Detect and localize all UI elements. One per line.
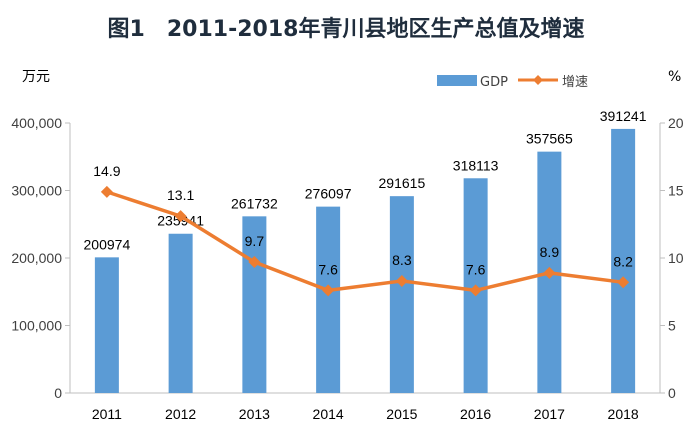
gdp-bar-labels: 2009742359412617322760972916153181133575… (84, 108, 647, 252)
growth-line-layer (100, 185, 630, 297)
y-right-tick-label: 15 (668, 183, 684, 199)
gdp-bar-label: 200974 (84, 236, 131, 252)
gdp-bar (242, 216, 267, 393)
x-tick-label: 2016 (460, 406, 491, 422)
x-tick-label: 2017 (534, 406, 565, 422)
growth-point-label: 7.6 (466, 261, 486, 277)
x-tick-label: 2011 (92, 406, 122, 422)
y-right-tick-label: 10 (668, 250, 684, 266)
gdp-bar-label: 276097 (305, 186, 352, 202)
growth-point (174, 210, 187, 223)
gdp-bar-label: 357565 (526, 131, 573, 147)
growth-point (322, 284, 335, 297)
gdp-bar (316, 206, 341, 393)
growth-point-label: 7.6 (318, 261, 338, 277)
gdp-bar-label: 261732 (231, 195, 278, 211)
growth-point (543, 266, 556, 279)
gdp-bar (611, 128, 636, 393)
gdp-bars (94, 128, 636, 393)
y-right-unit: % (668, 69, 681, 85)
y-left-tick-label: 100,000 (11, 318, 62, 334)
x-tick-label: 2013 (239, 406, 270, 422)
growth-point (469, 284, 482, 297)
growth-line (106, 190, 624, 293)
growth-point-label: 13.1 (167, 187, 194, 203)
chart-title: 图1 2011-2018年青川县地区生产总值及增速 (108, 16, 585, 42)
gdp-bar (389, 196, 414, 393)
growth-point (100, 185, 113, 198)
legend: GDP 增速 (437, 75, 588, 90)
x-tick-label: 2015 (386, 406, 417, 422)
growth-point (617, 276, 630, 289)
y-left-tick-label: 200,000 (11, 250, 62, 266)
legend-swatch-gdp (437, 75, 477, 86)
growth-point-label: 9.7 (245, 233, 265, 249)
legend-swatch-growth-marker (533, 75, 543, 85)
growth-line-labels: 14.9 13.1 9.7 7.6 8.3 7.6 8.9 8.2 (93, 163, 633, 278)
gdp-bar (168, 233, 193, 393)
y-right-tick-label: 5 (668, 318, 676, 334)
gdp-bar-label: 318113 (453, 157, 499, 173)
y-right-tick-label: 0 (668, 385, 676, 401)
x-tick-label: 2012 (165, 406, 196, 422)
legend-label-gdp: GDP (480, 75, 508, 90)
x-tick-label: 2014 (313, 406, 344, 422)
growth-point-label: 8.2 (613, 253, 633, 269)
x-ticks: 2011 2012 2013 2014 2015 2016 2017 2018 (92, 406, 639, 422)
x-tick-label: 2018 (608, 406, 639, 422)
y-left-tick-label: 0 (54, 385, 62, 401)
y-left-tick-label: 400,000 (11, 115, 62, 131)
growth-point-label: 8.3 (392, 252, 412, 268)
y-left-ticks: 0 100,000 200,000 300,000 400,000 (11, 115, 70, 401)
growth-point (395, 274, 408, 287)
y-left-tick-label: 300,000 (11, 183, 62, 199)
y-left-unit: 万元 (22, 69, 50, 85)
axes (69, 123, 661, 394)
gdp-bar-label: 291615 (379, 175, 426, 191)
growth-point-label: 8.9 (540, 244, 560, 260)
growth-point-label: 14.9 (93, 163, 120, 179)
y-right-ticks: 0 5 10 15 20 (660, 115, 684, 401)
legend-label-growth: 增速 (562, 75, 588, 90)
gdp-bar (94, 257, 119, 393)
y-right-tick-label: 20 (668, 115, 684, 131)
gdp-bar-label: 391241 (600, 108, 647, 124)
growth-point (248, 256, 261, 269)
